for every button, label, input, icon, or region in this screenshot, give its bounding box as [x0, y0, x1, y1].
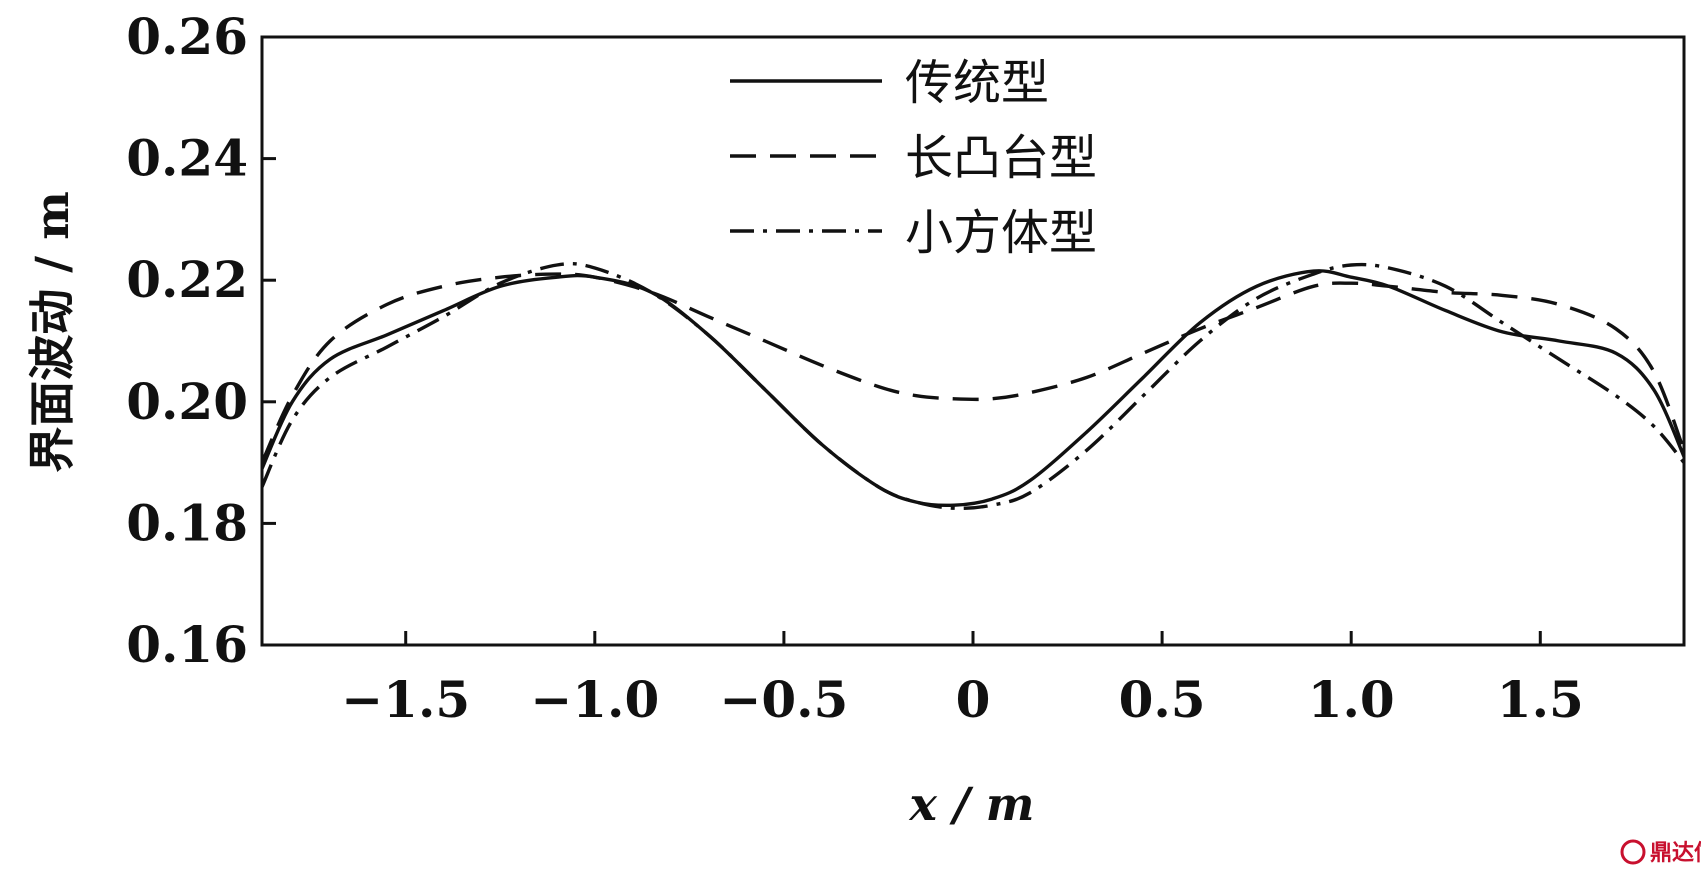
axes: 0.16 0.18 0.20 0.22 0.24 0.26 −1.5 −1.0 −0.5 0 0.5… — [126, 7, 1686, 729]
legend-label-1: 传统型 — [905, 55, 1049, 111]
series-line-3 — [262, 261, 1684, 511]
y-tick-label: 0.16 — [126, 615, 248, 674]
y-axis-title: 界面波动 / m — [25, 191, 79, 473]
y-tick-label: 0.24 — [126, 129, 248, 188]
x-axis-title: x / m — [909, 777, 1035, 831]
x-tick-label: 0 — [956, 670, 991, 729]
watermark-text: 鼎达信 — [1650, 840, 1701, 866]
legend-label-2: 长凸台型 — [905, 130, 1097, 186]
series-line-1 — [262, 269, 1684, 508]
x-tick-label: 0.5 — [1119, 670, 1206, 729]
x-tick-label: 1.5 — [1497, 670, 1584, 729]
series-line-2 — [262, 272, 1684, 464]
y-tick-label: 0.18 — [126, 493, 248, 552]
x-tick-label: 1.0 — [1308, 670, 1395, 729]
series-group — [262, 261, 1684, 511]
x-tick-label: −1.0 — [530, 670, 659, 729]
y-tick-label: 0.22 — [126, 250, 248, 309]
x-tick-label: −0.5 — [719, 670, 848, 729]
legend-label-3: 小方体型 — [905, 205, 1097, 261]
watermark: 鼎达信 — [1620, 839, 1701, 866]
y-tick-label: 0.20 — [126, 372, 248, 431]
plot-frame — [260, 35, 1686, 647]
x-tick-label: −1.5 — [341, 670, 470, 729]
watermark-logo-icon — [1620, 839, 1646, 865]
y-tick-label: 0.26 — [126, 7, 248, 66]
